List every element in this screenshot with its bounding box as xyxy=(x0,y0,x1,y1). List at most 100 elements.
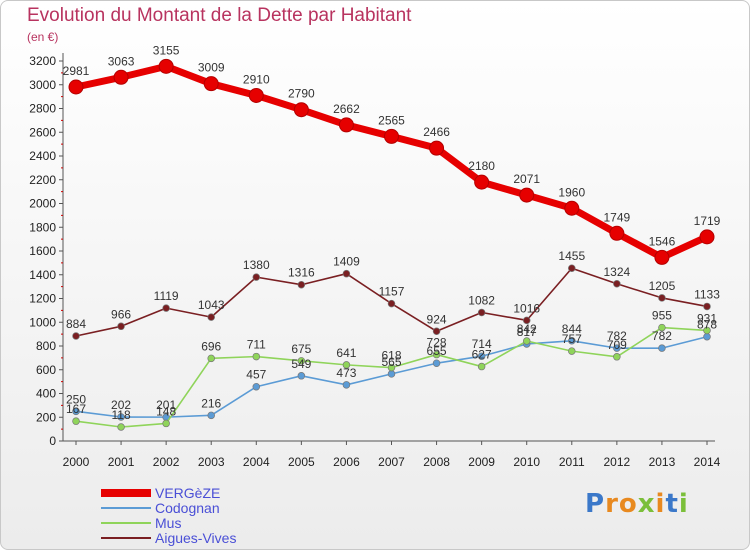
data-label: 250 xyxy=(66,392,86,406)
data-label: 1749 xyxy=(604,210,631,224)
data-label: 711 xyxy=(247,338,266,352)
data-point xyxy=(297,357,306,365)
data-point xyxy=(609,225,625,241)
data-label: 148 xyxy=(156,404,176,418)
data-point xyxy=(252,273,261,281)
data-point xyxy=(519,187,535,203)
data-label: 1043 xyxy=(198,298,225,312)
y-tick-label: 2800 xyxy=(29,102,56,116)
x-tick-label: 2008 xyxy=(423,455,450,469)
proxiti-logo: Proxiti xyxy=(585,489,689,519)
data-label: 565 xyxy=(381,355,401,369)
data-point xyxy=(477,352,486,360)
data-point xyxy=(72,407,80,416)
data-point xyxy=(432,327,441,336)
data-label: 782 xyxy=(607,329,627,343)
x-tick-label: 2002 xyxy=(153,455,180,469)
data-point xyxy=(387,370,396,378)
x-tick-label: 2004 xyxy=(243,455,270,469)
data-label: 2466 xyxy=(423,125,450,139)
data-point xyxy=(432,350,441,359)
x-tick-label: 2005 xyxy=(288,455,315,469)
data-label: 618 xyxy=(381,349,401,363)
data-point xyxy=(658,323,666,332)
data-label: 714 xyxy=(472,337,492,351)
data-point xyxy=(117,322,125,331)
data-point xyxy=(162,419,170,428)
data-point xyxy=(207,313,215,321)
data-label: 728 xyxy=(427,336,447,350)
data-label: 1324 xyxy=(604,265,631,279)
logo-letter: x xyxy=(637,489,656,519)
data-point xyxy=(568,337,576,345)
logo-letter: r xyxy=(605,489,619,519)
data-label: 1316 xyxy=(288,266,315,280)
y-tick-label: 0 xyxy=(49,434,56,448)
data-label: 2910 xyxy=(243,72,270,86)
data-point xyxy=(72,417,80,425)
y-tick-label: 2000 xyxy=(29,197,56,211)
data-point xyxy=(207,411,215,420)
data-point xyxy=(432,359,441,367)
data-label: 1119 xyxy=(154,289,179,303)
logo-letter: o xyxy=(618,489,638,519)
data-label: 884 xyxy=(66,317,86,331)
legend-label: Codognan xyxy=(155,500,220,516)
x-tick-label: 2014 xyxy=(694,455,721,469)
data-point xyxy=(568,347,576,355)
data-label: 202 xyxy=(111,398,131,412)
x-tick-label: 2010 xyxy=(513,455,540,469)
x-tick-label: 2009 xyxy=(468,455,495,469)
data-point xyxy=(342,361,351,369)
data-point xyxy=(384,128,399,144)
y-tick-label: 2600 xyxy=(29,125,56,139)
data-point xyxy=(703,332,711,341)
x-tick-label: 2006 xyxy=(333,455,360,469)
data-label: 1455 xyxy=(558,249,585,263)
data-point xyxy=(338,117,354,133)
data-point xyxy=(613,353,621,361)
data-label: 3155 xyxy=(153,43,180,57)
data-point xyxy=(658,344,666,352)
x-tick-label: 2011 xyxy=(559,455,585,469)
data-label: 473 xyxy=(336,366,356,380)
data-point xyxy=(68,79,84,95)
data-point xyxy=(207,354,215,363)
data-point xyxy=(297,372,306,380)
data-label: 655 xyxy=(427,344,447,358)
data-label: 817 xyxy=(517,325,537,339)
data-point xyxy=(387,363,396,372)
data-label: 641 xyxy=(336,346,356,360)
chart-axes: 0 200 400 600 800 1000 1200 1400 1600 1800 2000 220… xyxy=(29,53,721,469)
data-label: 675 xyxy=(291,342,311,356)
data-point xyxy=(658,294,666,302)
data-label: 1157 xyxy=(379,285,405,299)
logo-letter: i xyxy=(678,489,689,519)
data-label: 3063 xyxy=(108,54,135,68)
data-point xyxy=(474,174,490,190)
data-label: 2565 xyxy=(378,113,405,127)
data-point xyxy=(703,302,711,311)
y-tick-label: 3200 xyxy=(29,54,56,68)
y-tick-label: 400 xyxy=(36,387,56,401)
data-point xyxy=(429,140,445,156)
data-point xyxy=(387,299,396,308)
y-tick-label: 1200 xyxy=(29,292,56,306)
data-label: 1380 xyxy=(243,258,270,272)
data-label: 549 xyxy=(291,357,311,371)
data-point xyxy=(477,308,486,317)
chart-title: Evolution du Montant de la Dette par Hab… xyxy=(27,5,412,26)
data-label: 2180 xyxy=(468,159,495,173)
data-label: 966 xyxy=(111,307,131,321)
data-label: 757 xyxy=(562,332,582,346)
data-label: 1082 xyxy=(468,294,495,308)
data-label: 1409 xyxy=(333,255,360,269)
y-tick-label: 800 xyxy=(36,339,56,353)
x-tick-label: 2003 xyxy=(198,455,225,469)
x-tick-label: 2001 xyxy=(108,455,135,469)
y-tick-label: 2200 xyxy=(29,173,56,187)
data-point xyxy=(477,362,486,371)
y-tick-label: 2400 xyxy=(29,149,56,163)
y-tick-label: 1600 xyxy=(29,244,56,258)
data-label: 1133 xyxy=(694,287,720,301)
